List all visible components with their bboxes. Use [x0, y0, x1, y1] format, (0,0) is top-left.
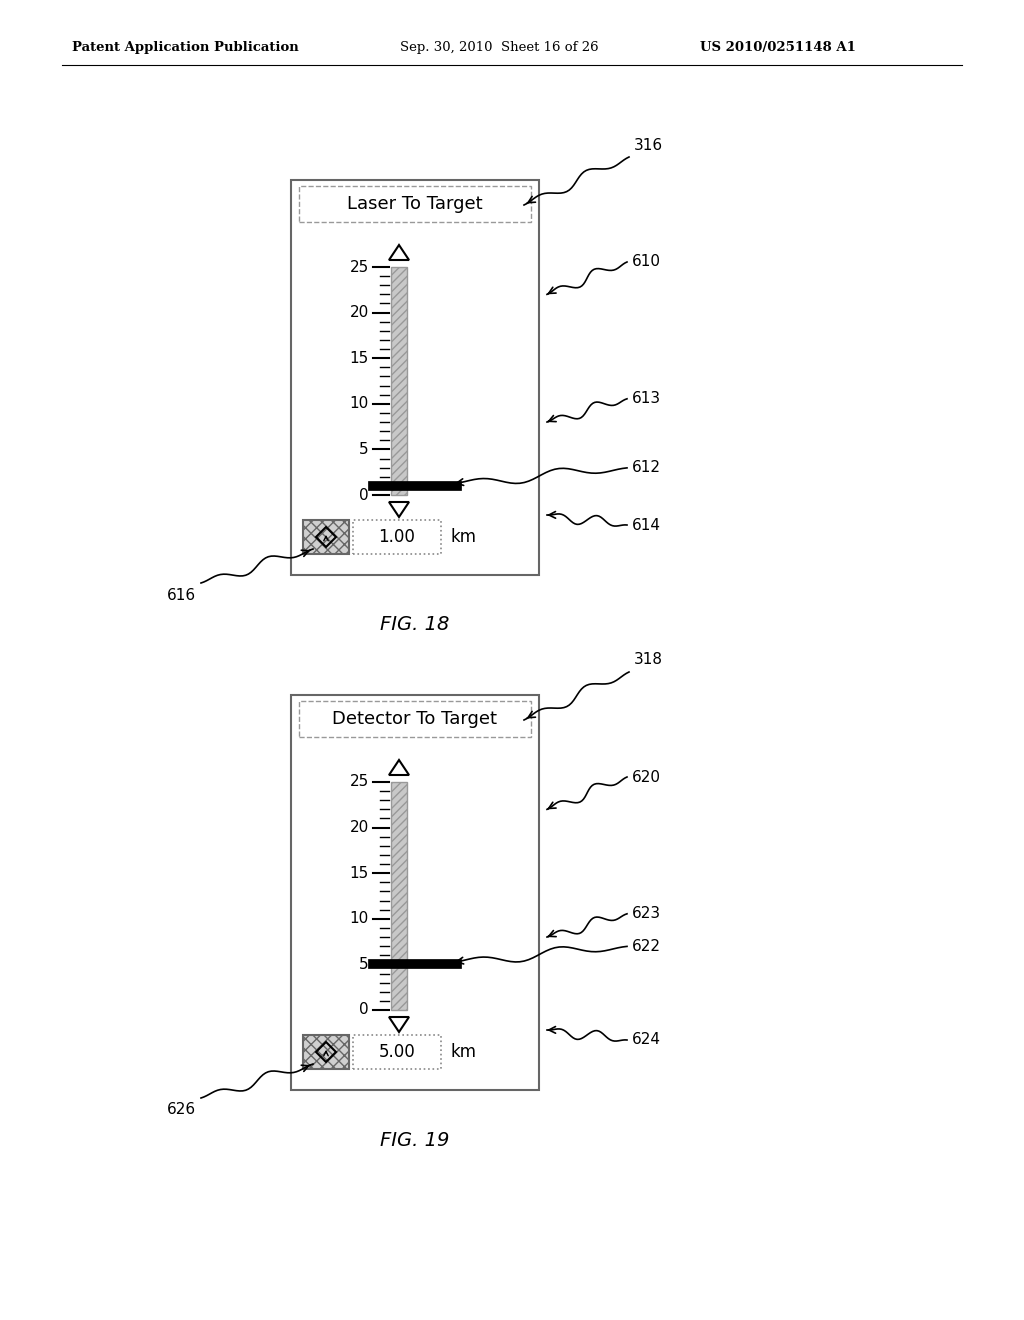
Text: 20: 20 — [350, 820, 369, 836]
Bar — [291, 696, 539, 1090]
Bar — [299, 186, 531, 222]
Bar — [299, 701, 531, 737]
Text: 1.00: 1.00 — [379, 528, 416, 546]
Text: 612: 612 — [632, 461, 662, 475]
Bar — [391, 267, 407, 495]
Bar — [291, 180, 539, 576]
Text: Patent Application Publication: Patent Application Publication — [72, 41, 299, 54]
Text: 626: 626 — [167, 1102, 196, 1118]
Text: km: km — [451, 1043, 477, 1061]
Text: FIG. 18: FIG. 18 — [380, 615, 450, 635]
Text: 15: 15 — [350, 351, 369, 366]
Text: 5: 5 — [359, 957, 369, 972]
Text: 25: 25 — [350, 775, 369, 789]
Text: 620: 620 — [632, 770, 662, 784]
Text: 624: 624 — [632, 1032, 662, 1048]
Text: 623: 623 — [632, 907, 662, 921]
Bar — [303, 1035, 349, 1069]
Text: 614: 614 — [632, 517, 662, 532]
Text: 20: 20 — [350, 305, 369, 321]
Bar — [303, 520, 349, 554]
Text: 10: 10 — [350, 396, 369, 412]
Bar — [391, 781, 407, 1010]
Text: 610: 610 — [632, 255, 662, 269]
Text: 0: 0 — [359, 1002, 369, 1018]
Text: Laser To Target: Laser To Target — [347, 195, 482, 213]
Text: 613: 613 — [632, 391, 662, 407]
Text: Sep. 30, 2010  Sheet 16 of 26: Sep. 30, 2010 Sheet 16 of 26 — [400, 41, 599, 54]
Text: 10: 10 — [350, 911, 369, 927]
Text: FIG. 19: FIG. 19 — [380, 1130, 450, 1150]
Text: 5: 5 — [359, 442, 369, 457]
Text: 316: 316 — [634, 137, 664, 153]
Text: 622: 622 — [632, 939, 662, 954]
Text: US 2010/0251148 A1: US 2010/0251148 A1 — [700, 41, 856, 54]
Bar — [353, 520, 441, 554]
Text: 0: 0 — [359, 487, 369, 503]
Text: 25: 25 — [350, 260, 369, 275]
Text: 5.00: 5.00 — [379, 1043, 416, 1061]
Bar — [353, 1035, 441, 1069]
Text: km: km — [451, 528, 477, 546]
Text: 15: 15 — [350, 866, 369, 880]
Text: 616: 616 — [167, 587, 196, 602]
Text: Detector To Target: Detector To Target — [333, 710, 498, 729]
Text: 318: 318 — [634, 652, 663, 668]
